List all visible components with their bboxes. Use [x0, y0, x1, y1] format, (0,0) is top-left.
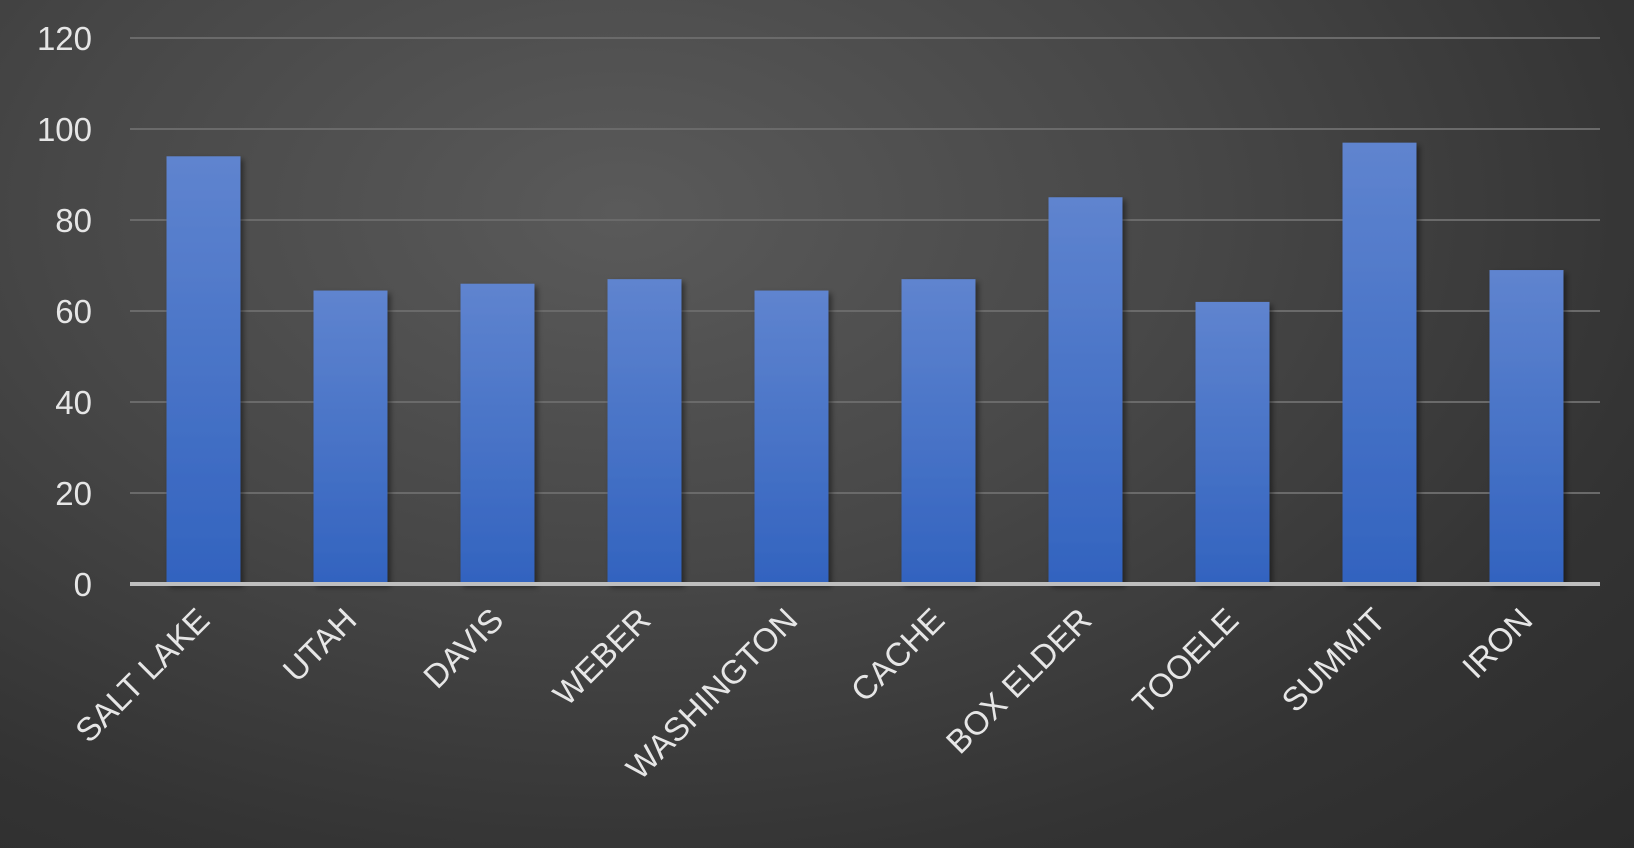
- bar-utah: [313, 290, 388, 584]
- bar-summit: [1342, 142, 1417, 584]
- y-tick-label: 80: [55, 202, 92, 239]
- x-category-label: SUMMIT: [1274, 601, 1392, 719]
- y-tick-label: 120: [37, 20, 92, 57]
- x-category-label: CACHE: [844, 601, 952, 709]
- y-tick-label: 0: [74, 566, 92, 603]
- x-category-label: UTAH: [275, 601, 363, 689]
- x-category-label: DAVIS: [416, 601, 510, 695]
- bar-washington: [754, 290, 829, 584]
- bar-iron: [1489, 270, 1564, 584]
- y-tick-label: 100: [37, 111, 92, 148]
- x-category-label: TOOELE: [1125, 601, 1245, 721]
- bar-salt-lake: [166, 156, 241, 585]
- x-category-label: IRON: [1455, 601, 1539, 685]
- y-tick-label: 20: [55, 475, 92, 512]
- x-category-label: BOX ELDER: [939, 601, 1099, 761]
- bar-davis: [460, 283, 535, 584]
- x-category-label: WEBER: [546, 601, 658, 713]
- bars: [166, 142, 1564, 585]
- bar-box-elder: [1048, 197, 1123, 584]
- y-tick-label: 60: [55, 293, 92, 330]
- y-axis-tick-labels: 0 20 40 60 80 100 120: [37, 20, 92, 603]
- bar-weber: [607, 279, 682, 584]
- x-category-label: SALT LAKE: [68, 601, 217, 750]
- bar-cache: [901, 279, 976, 584]
- bar-tooele: [1195, 301, 1270, 584]
- y-tick-label: 40: [55, 384, 92, 421]
